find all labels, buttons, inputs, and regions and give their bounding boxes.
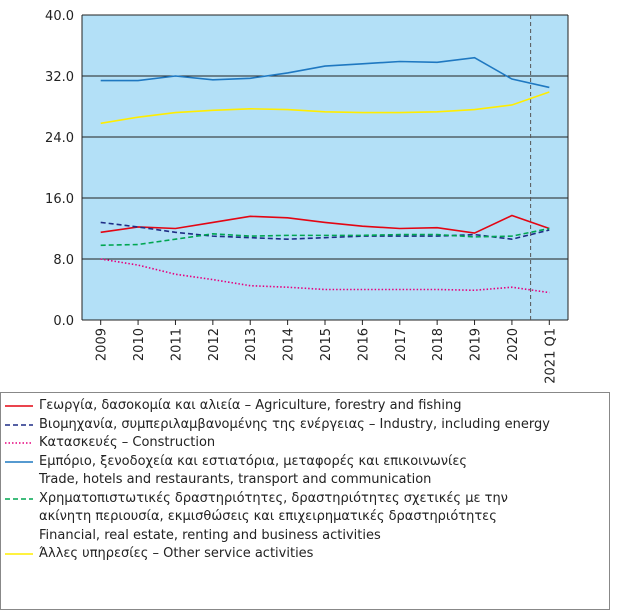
legend-entry: Εμπόριο, ξενοδοχεία και εστιατόρια, μετα… <box>5 453 609 490</box>
series-line <box>100 214 550 234</box>
x-tick-label: 2016 <box>356 328 371 361</box>
plot-background <box>82 15 568 320</box>
legend-swatch <box>5 497 33 500</box>
legend-label: Γεωργία, δασοκομία και αλιεία – Agricult… <box>39 398 462 413</box>
x-tick-label: 2010 <box>132 328 147 361</box>
chart: 0.0 8.0 16.0 24.0 32.0 40.0 2009 2010 2011 2012 20… <box>45 9 569 384</box>
legend-entry: Κατασκευές – Construction <box>5 434 609 453</box>
x-tick-label: 2011 <box>169 328 184 361</box>
x-tick-label: 2017 <box>394 328 409 361</box>
legend-label: Χρηματοπιστωτικές δραστηριότητες, δραστη… <box>39 490 508 543</box>
x-tick-label: 2015 <box>319 328 334 361</box>
x-tick-label: 2018 <box>431 328 446 361</box>
legend-swatch <box>5 423 33 426</box>
legend-entry: Χρηματοπιστωτικές δραστηριότητες, δραστη… <box>5 490 609 546</box>
x-tick-label: 2013 <box>244 328 259 361</box>
legend-entry: Βιομηχανία, συμπεριλαμβανομένης της ενέρ… <box>5 416 609 435</box>
series-line <box>100 227 550 247</box>
legend-entry: Γεωργία, δασοκομία και αλιεία – Agricult… <box>5 397 609 416</box>
x-tick-label: 2014 <box>282 328 297 361</box>
y-tick-label: 32.0 <box>45 70 74 85</box>
legend-label: Κατασκευές – Construction <box>39 435 216 450</box>
legend-swatch <box>5 442 33 444</box>
legend-swatch <box>5 460 33 463</box>
x-tick-label: 2012 <box>207 328 222 361</box>
legend-entry: Άλλες υπηρεσίες – Other service activiti… <box>5 545 609 564</box>
y-tick-label: 16.0 <box>45 192 74 207</box>
x-tick-label: 2019 <box>469 328 484 361</box>
x-tick-label: 2009 <box>95 328 110 361</box>
legend-swatch <box>5 553 33 555</box>
legend: Γεωργία, δασοκομία και αλιεία – Agricult… <box>0 392 610 610</box>
legend-label: Βιομηχανία, συμπεριλαμβανομένης της ενέρ… <box>39 416 550 432</box>
y-tick-label: 24.0 <box>45 131 74 146</box>
series-line <box>100 91 550 125</box>
series-line <box>100 56 550 89</box>
y-tick-label: 40.0 <box>45 9 74 24</box>
y-tick-label: 0.0 <box>53 314 74 329</box>
series-line <box>100 221 550 240</box>
legend-label: Εμπόριο, ξενοδοχεία και εστιατόρια, μετα… <box>39 453 468 488</box>
legend-swatch <box>5 405 33 407</box>
x-tick-label: 2020 <box>506 328 521 361</box>
legend-label: Άλλες υπηρεσίες – Other service activiti… <box>39 546 314 561</box>
y-tick-label: 8.0 <box>53 253 74 268</box>
x-tick-label: 2021 Q1 <box>543 328 558 384</box>
